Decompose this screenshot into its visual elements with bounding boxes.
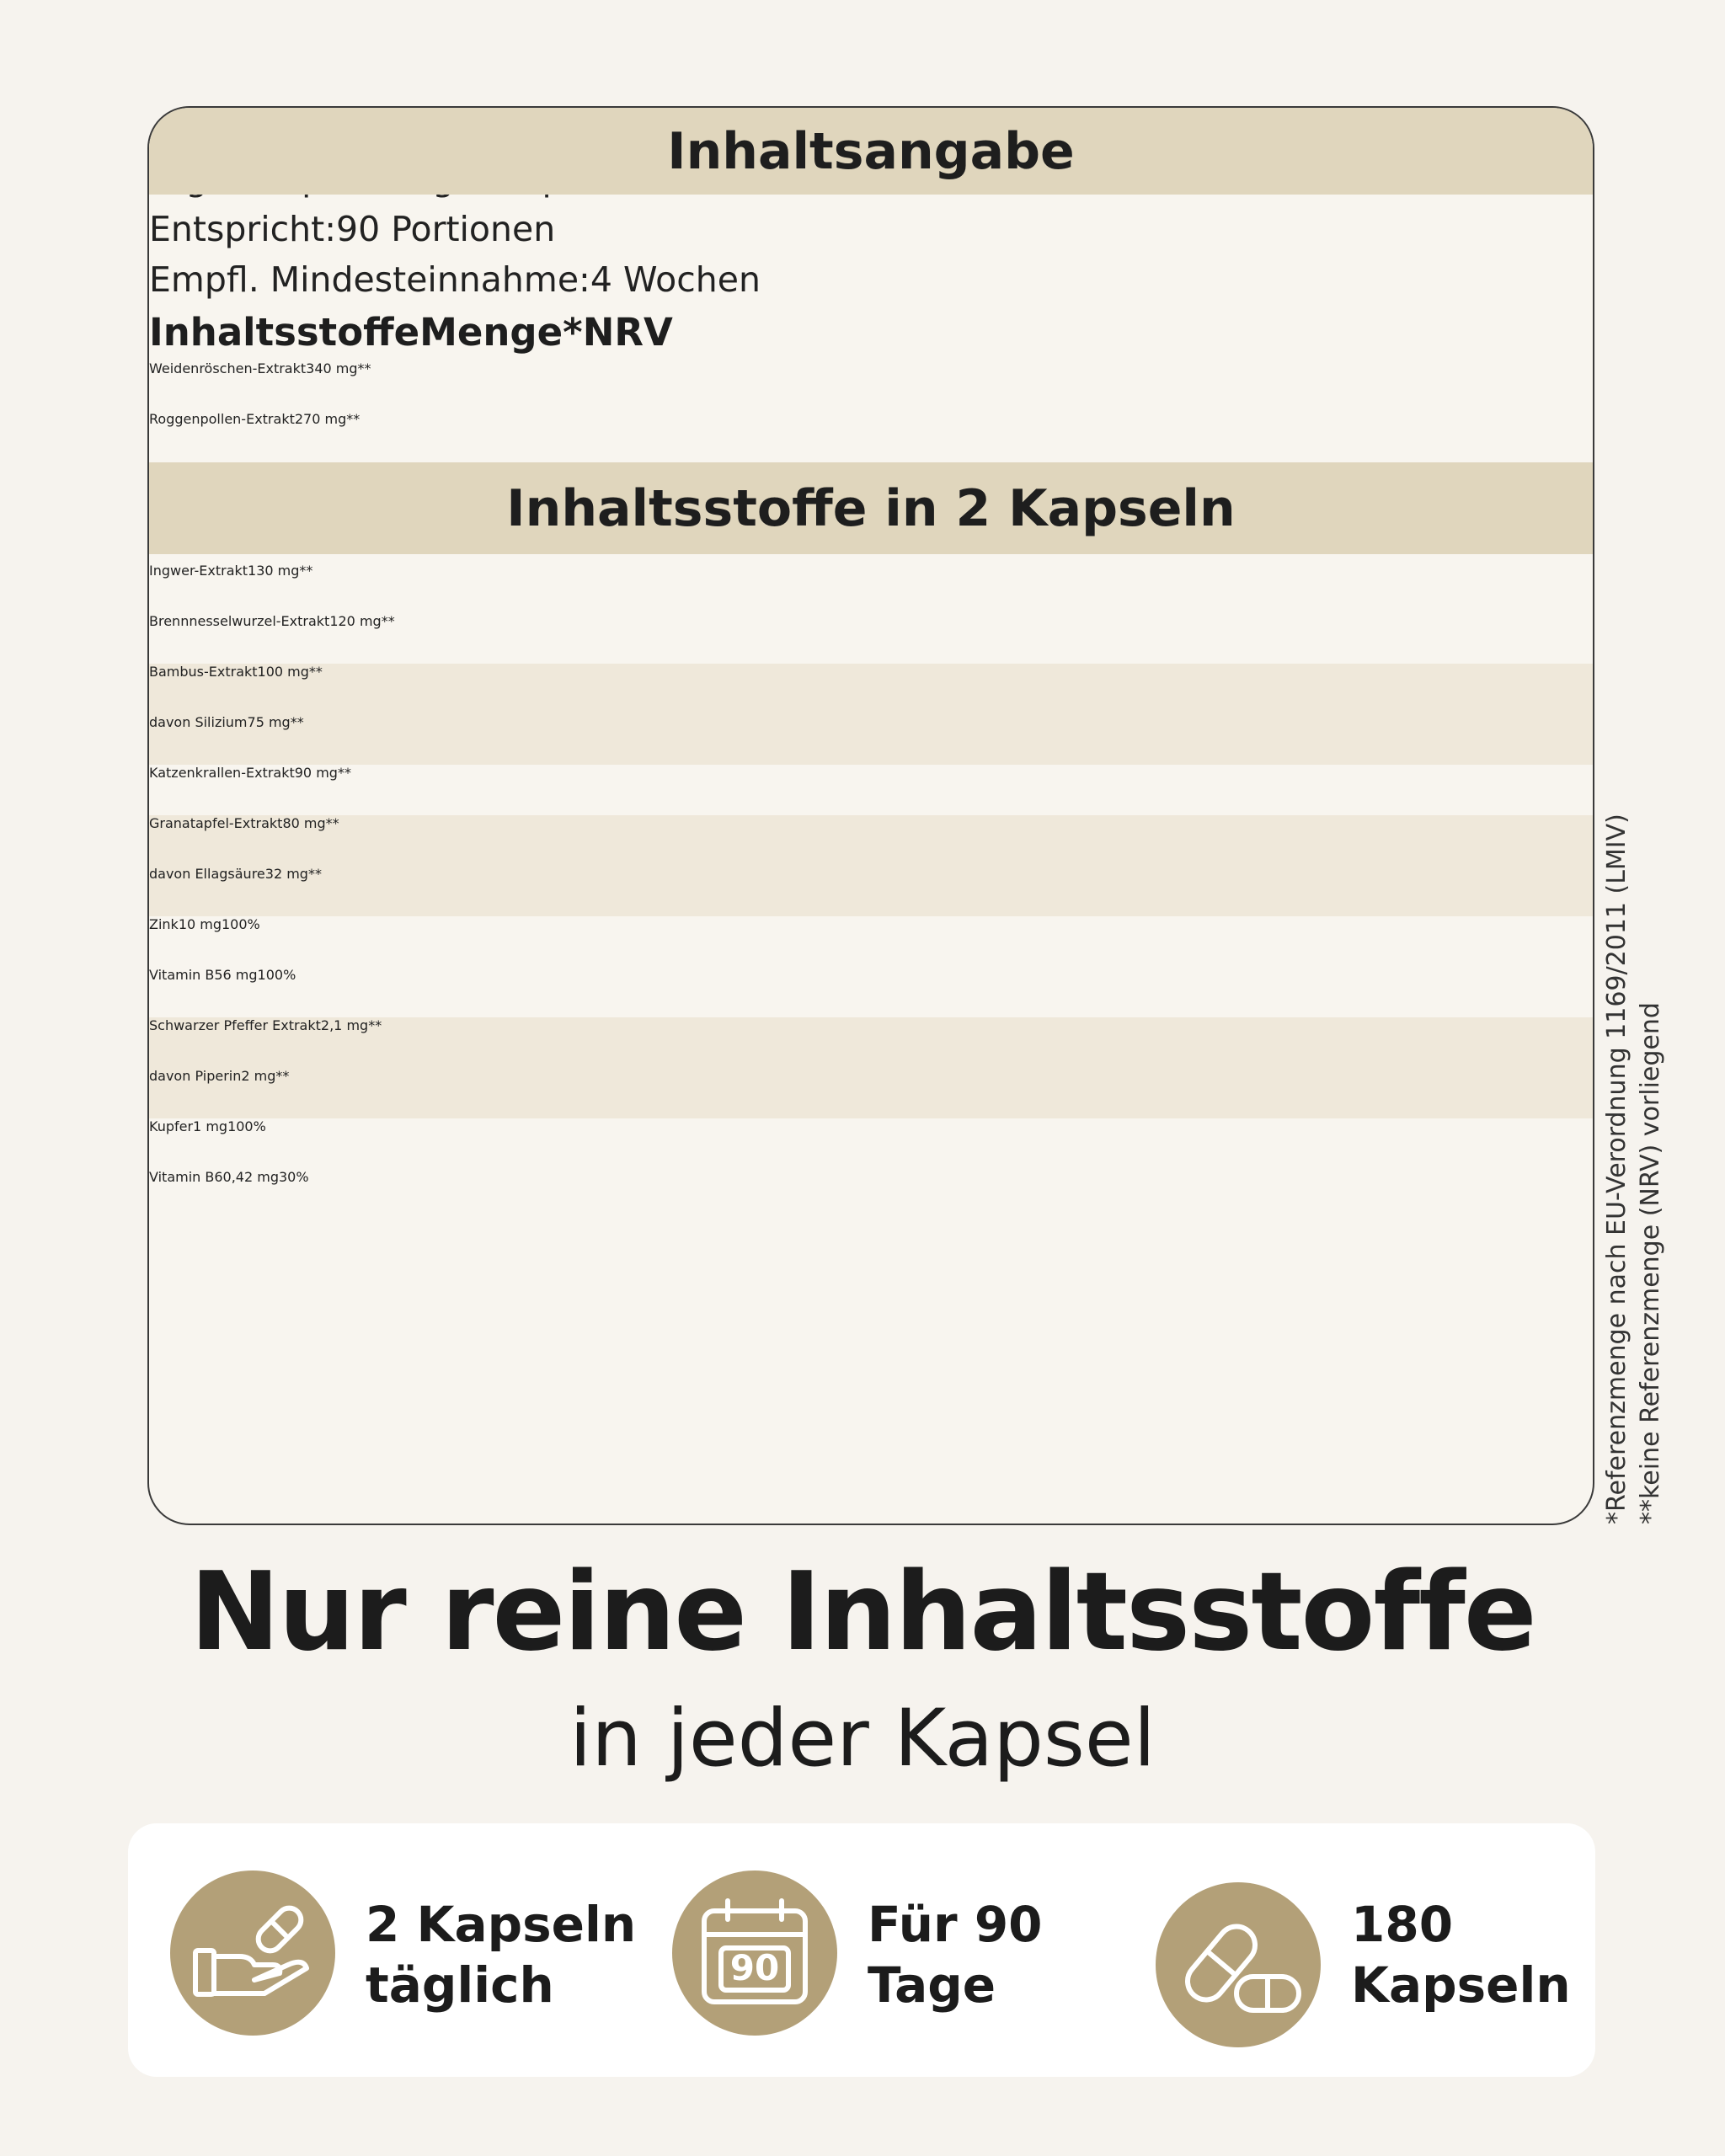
- summary-label: Entspricht:: [149, 209, 337, 249]
- ingredient: Katzenkrallen-Extrakt: [149, 765, 295, 781]
- nrv: **: [357, 360, 371, 376]
- table-row: Bambus-Extrakt100 mg**: [149, 664, 1593, 714]
- nrv: **: [307, 866, 322, 882]
- amount: 340 mg: [306, 360, 358, 376]
- summary-label: Empfl. Mindesteinnahme:: [149, 259, 590, 300]
- feature-line: 2 Kapseln: [366, 1896, 637, 1953]
- amount: 10 mg: [178, 916, 222, 932]
- nrv: **: [368, 1017, 382, 1033]
- amount: 1 mg: [193, 1118, 228, 1134]
- feature-line: täglich: [366, 1956, 554, 2014]
- ingredient: Zink: [149, 916, 179, 932]
- ingredient: Granatapfel-Extrakt: [149, 815, 283, 831]
- header-cell: *NRV: [563, 310, 673, 355]
- summary-value: 4 Wochen: [590, 259, 761, 300]
- ingredient: Roggenpollen-Extrakt: [149, 411, 295, 427]
- summary-value: 90 Portionen: [336, 209, 556, 249]
- feature-label: Für 90 Tage: [868, 1894, 1043, 2015]
- feature-line: 180: [1351, 1896, 1454, 1953]
- nrv: **: [381, 613, 395, 629]
- headline: Nur reine Inhaltsstoffe: [190, 1550, 1536, 1675]
- header-cell: Inhaltsstoffe: [149, 310, 420, 355]
- amount: 75 mg: [247, 714, 291, 730]
- header-cell: Menge: [419, 310, 563, 355]
- table-row: Katzenkrallen-Extrakt90 mg**: [149, 765, 1593, 815]
- amount: 130 mg: [248, 563, 300, 579]
- table-row: Vitamin B60,42 mg30%: [149, 1169, 1593, 1219]
- icon-hand-pill: [170, 1870, 335, 2036]
- table-row: Schwarzer Pfeffer Extrakt2,1 mg**: [149, 1017, 1593, 1068]
- amount: 6 mg: [222, 967, 258, 983]
- nrv: 100%: [222, 916, 260, 932]
- nrv: **: [325, 815, 339, 831]
- table-row: Ingwer-Extrakt130 mg**: [149, 563, 1593, 613]
- table-row: Weidenröschen-Extrakt340 mg**: [149, 360, 1593, 411]
- ingredient: Brennnesselwurzel-Extrakt: [149, 613, 330, 629]
- card-title: Inhaltsangabe: [149, 108, 1593, 195]
- footnote: *Referenzmenge nach EU-Verordnung 1169/2…: [1602, 814, 1632, 1524]
- amount: 80 mg: [282, 815, 326, 831]
- ingredient: Kupfer: [149, 1118, 194, 1134]
- amount: 32 mg: [264, 866, 308, 882]
- card-subtitle: Inhaltsstoffe in 2 Kapseln: [149, 462, 1593, 554]
- table-row: Granatapfel-Extrakt80 mg**: [149, 815, 1593, 866]
- feature-line: Kapseln: [1351, 1956, 1571, 2014]
- ingredient: Weidenröschen-Extrakt: [149, 360, 307, 376]
- table-row: Vitamin B56 mg100%: [149, 967, 1593, 1017]
- amount: 2,1 mg: [320, 1017, 369, 1033]
- amount: 2 mg: [241, 1068, 276, 1084]
- ingredient: Schwarzer Pfeffer Extrakt: [149, 1017, 321, 1033]
- icon-label: 90: [730, 1947, 779, 1988]
- table-row: Kupfer1 mg100%: [149, 1118, 1593, 1169]
- nrv: **: [299, 563, 313, 579]
- feature-bar: 2 Kapseln täglich 90 Für 90 Tage 180 Kapsel…: [128, 1823, 1595, 2077]
- nrv: 100%: [257, 967, 296, 983]
- icon-capsules: [1156, 1882, 1321, 2047]
- nrv: **: [275, 1068, 290, 1084]
- feature-line: Tage: [868, 1956, 996, 2014]
- summary-row: Empfl. Mindesteinnahme:4 Wochen: [149, 259, 1593, 310]
- feature-line: Für 90: [868, 1896, 1043, 1953]
- ingredient: Bambus-Extrakt: [149, 664, 258, 680]
- nrv: 30%: [278, 1169, 309, 1185]
- ingredient: Ingwer-Extrakt: [149, 563, 248, 579]
- amount: 90 mg: [294, 765, 338, 781]
- table-row: Roggenpollen-Extrakt270 mg**: [149, 411, 1593, 462]
- footnote: **keine Referenzmenge (NRV) vorliegend: [1636, 1002, 1665, 1524]
- subheadline: in jeder Kapsel: [569, 1693, 1156, 1785]
- nrv: **: [337, 765, 351, 781]
- amount: 0,42 mg: [222, 1169, 279, 1185]
- summary-row: Entspricht:90 Portionen: [149, 209, 1593, 259]
- ingredient: Vitamin B5: [149, 967, 223, 983]
- table-row: Zink10 mg100%: [149, 916, 1593, 967]
- amount: 100 mg: [257, 664, 309, 680]
- nrv: **: [308, 664, 323, 680]
- amount: 270 mg: [294, 411, 347, 427]
- table-header: InhaltsstoffeMenge*NRV: [149, 310, 1593, 360]
- ingredient: davon Silizium: [149, 714, 248, 730]
- amount: 120 mg: [329, 613, 382, 629]
- feature-label: 2 Kapseln täglich: [366, 1894, 636, 2015]
- table-row: davon Piperin2 mg**: [149, 1068, 1593, 1118]
- table-row: davon Silizium75 mg**: [149, 714, 1593, 765]
- ingredient: davon Ellagsäure: [149, 866, 265, 882]
- nrv: 100%: [227, 1118, 266, 1134]
- card: Inhaltsangabe Dose enthält:180 KapselnTa…: [147, 106, 1594, 1525]
- nrv: **: [290, 714, 304, 730]
- icon-calendar: 90: [672, 1870, 837, 2036]
- feature-label: 180 Kapseln: [1351, 1894, 1571, 2015]
- table-row: Brennnesselwurzel-Extrakt120 mg**: [149, 613, 1593, 664]
- table-row: davon Ellagsäure32 mg**: [149, 866, 1593, 916]
- table: InhaltsstoffeMenge*NRV Weidenröschen-Extr…: [149, 310, 1593, 1219]
- ingredient: davon Piperin: [149, 1068, 242, 1084]
- ingredient: Vitamin B6: [149, 1169, 223, 1185]
- nrv: **: [346, 411, 360, 427]
